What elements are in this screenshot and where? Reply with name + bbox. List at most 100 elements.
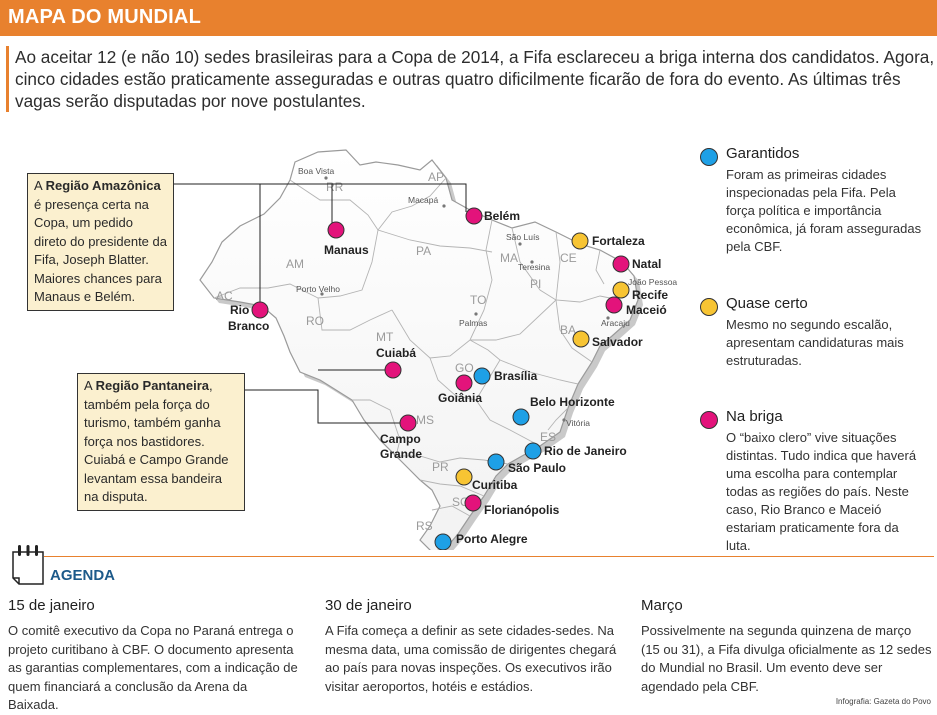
callout-amazonica-prefix: A: [34, 178, 46, 193]
marker-rio-branco: [251, 301, 269, 319]
header-bar: MAPA DO MUNDIAL: [0, 0, 937, 36]
marker-belem: [465, 207, 483, 225]
agenda-date: 30 de janeiro: [325, 597, 412, 614]
label-maceio: Maceió: [626, 303, 667, 317]
agenda-item-3: Março Possivelmente na segunda quinzena …: [641, 597, 933, 696]
legend-dot-magenta: [700, 411, 718, 429]
callout-pantaneira: A Região Pantaneira, também pela força d…: [77, 373, 245, 511]
state-label-pa: PA: [416, 244, 431, 258]
state-label-sc: SC: [452, 495, 469, 509]
label-fortaleza: Fortaleza: [592, 234, 645, 248]
state-label-mt: MT: [376, 330, 394, 344]
city-palmas: Palmas: [459, 318, 487, 328]
city-joao-pessoa: João Pessoa: [628, 277, 677, 287]
marker-belo-horizonte: [512, 408, 530, 426]
label-recife: Recife: [632, 288, 668, 302]
marker-rio-de-janeiro: [524, 442, 542, 460]
marker-cuiaba: [384, 361, 402, 379]
host-city-markers: Belém Manaus Fortaleza Natal Recife Mace…: [228, 207, 668, 550]
intro-text: Ao aceitar 12 (e não 10) sedes brasileir…: [6, 46, 937, 112]
label-campo-grande: Campo Grande: [380, 432, 422, 461]
agenda-item-1: 15 de janeiro O comitê executivo da Copa…: [8, 597, 300, 715]
city-boa-vista: Boa Vista: [298, 166, 335, 176]
legend-title: Quase certo: [726, 295, 808, 312]
credit: Infografia: Gazeta do Povo: [835, 697, 931, 706]
state-labels: RR AP AM PA MA CE PI AC RO TO MT GO MS P…: [216, 170, 577, 533]
state-label-ms: MS: [416, 413, 434, 427]
state-label-ac: AC: [216, 289, 233, 303]
agenda-text: A Fifa começa a definir as sete cidades-…: [325, 623, 617, 694]
city-macapa: Macapá: [408, 195, 439, 205]
agenda-rule: [44, 556, 934, 557]
marker-manaus: [327, 221, 345, 239]
state-label-pi: PI: [530, 277, 541, 291]
label-rio-branco: Rio Branco: [228, 303, 269, 333]
legend-title: Na briga: [726, 408, 783, 425]
callout-pantaneira-text: , também pela força do turismo, também g…: [84, 378, 229, 504]
city-teresina: Teresina: [518, 262, 550, 272]
country-outline: [199, 149, 639, 550]
marker-brasilia: [473, 367, 491, 385]
label-manaus: Manaus: [324, 243, 369, 257]
agenda-item-2: 30 de janeiro A Fifa começa a definir as…: [325, 597, 617, 696]
state-label-go: GO: [455, 361, 474, 375]
marker-fortaleza: [571, 232, 589, 250]
marker-porto-alegre: [434, 533, 452, 550]
state-label-ce: CE: [560, 251, 577, 265]
agenda-text: Possivelmente na segunda quinzena de mar…: [641, 623, 932, 694]
legend-dot-yellow: [700, 298, 718, 316]
marker-goiania: [455, 374, 473, 392]
brazil-map: RR AP AM PA MA CE PI AC RO TO MT GO MS P…: [160, 149, 677, 550]
page-title: MAPA DO MUNDIAL: [8, 6, 201, 28]
state-label-ba: BA: [560, 323, 576, 337]
marker-florianopolis: [464, 494, 482, 512]
state-label-rr: RR: [326, 180, 344, 194]
agenda-title: AGENDA: [50, 567, 116, 584]
city-aracaju: Aracaju: [601, 318, 630, 328]
label-curitiba: Curitiba: [472, 478, 518, 492]
state-label-ap: AP: [428, 170, 444, 184]
callout-leaders: [160, 183, 467, 424]
marker-natal: [612, 255, 630, 273]
legend-title: Garantidos: [726, 145, 800, 162]
callout-amazonica-text: é presença certa na Copa, um pedido dire…: [34, 196, 167, 305]
callout-amazonica-title: Região Amazônica: [45, 178, 161, 193]
state-label-ro: RO: [306, 314, 324, 328]
callout-pantaneira-prefix: A: [84, 378, 96, 393]
legend-text: Foram as primeiras cidades inspecionadas…: [726, 167, 922, 254]
legend-text: O “baixo clero” vive situações distintas…: [726, 430, 917, 553]
label-belo-horizonte: Belo Horizonte: [530, 395, 615, 409]
label-belem: Belém: [484, 209, 520, 223]
state-label-to: TO: [470, 293, 486, 307]
state-label-es: ES: [540, 430, 556, 444]
label-rio-de-janeiro: Rio de Janeiro: [544, 444, 627, 458]
callout-pantaneira-title: Região Pantaneira: [95, 378, 210, 393]
marker-sao-paulo: [487, 453, 505, 471]
marker-campo-grande: [399, 414, 417, 432]
marker-salvador: [572, 330, 590, 348]
minor-cities: Boa Vista Macapá São Luís Teresina João …: [296, 166, 677, 428]
state-label-pr: PR: [432, 460, 449, 474]
city-porto-velho: Porto Velho: [296, 284, 340, 294]
label-florianopolis: Florianópolis: [484, 503, 560, 517]
state-label-am: AM: [286, 257, 304, 271]
agenda-text: O comitê executivo da Copa no Paraná ent…: [8, 623, 298, 712]
marker-maceio: [605, 296, 623, 314]
agenda-date: Março: [641, 597, 683, 614]
agenda-date: 15 de janeiro: [8, 597, 95, 614]
label-goiania: Goiânia: [438, 391, 482, 405]
state-label-ma: MA: [500, 251, 518, 265]
label-cuiaba: Cuiabá: [376, 346, 416, 360]
marker-curitiba: [455, 468, 473, 486]
state-label-rs: RS: [416, 519, 433, 533]
calendar-icon: [12, 545, 44, 585]
legend-dot-blue: [700, 148, 718, 166]
label-sao-paulo: São Paulo: [508, 461, 566, 475]
label-salvador: Salvador: [592, 335, 643, 349]
legend-text: Mesmo no segundo escalão, apresentam can…: [726, 317, 904, 368]
label-natal: Natal: [632, 257, 661, 271]
state-borders: [213, 177, 621, 517]
label-porto-alegre: Porto Alegre: [456, 532, 528, 546]
callout-amazonica: A Região Amazônica é presença certa na C…: [27, 173, 174, 311]
marker-recife: [612, 281, 630, 299]
